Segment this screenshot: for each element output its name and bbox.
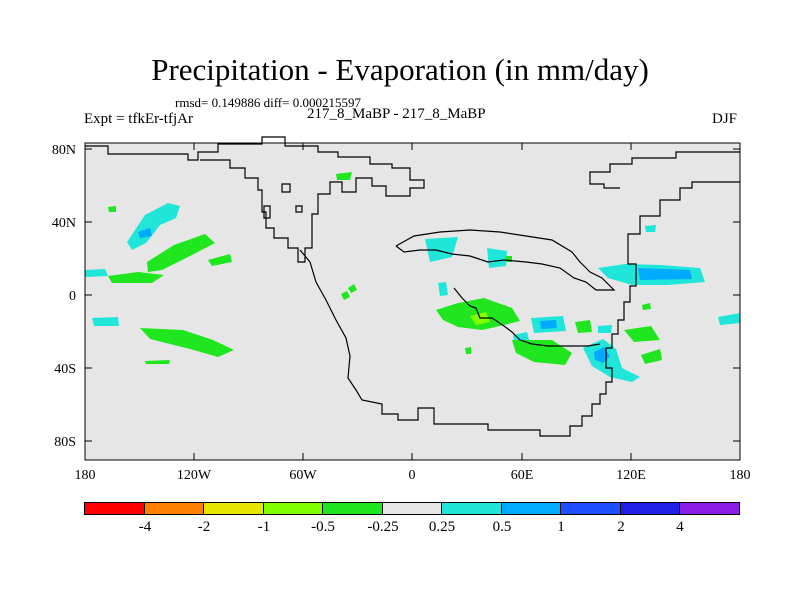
x-tick-label: 180 (75, 468, 96, 483)
y-tick-label: 40S (54, 362, 76, 377)
x-tick-label: 120E (616, 468, 646, 483)
coastline-northeast-shelf (589, 151, 740, 189)
colorbar-label: 0.25 (428, 519, 456, 535)
colorbar-label: -0.5 (311, 519, 335, 535)
contour-positive (540, 320, 557, 329)
contour-negative (465, 347, 471, 354)
contour-negative (641, 349, 662, 364)
colorbar-box (262, 502, 324, 515)
coastlines (85, 136, 740, 437)
contour-negative (108, 272, 164, 283)
coastline-island (295, 205, 303, 213)
contour-negative (624, 326, 660, 342)
coastline-interior-basin (395, 229, 616, 291)
contour-positive (645, 225, 656, 232)
contour-negative (140, 328, 234, 357)
colorbar-label: -4 (138, 519, 152, 535)
contour-positive (138, 228, 152, 238)
contour-negative (341, 291, 350, 300)
contour-positive (487, 248, 507, 268)
case-comparison-label: 217_8_MaBP - 217_8_MaBP (307, 106, 486, 122)
coastline-western-rim (299, 181, 740, 437)
contour-negative (108, 206, 116, 212)
colorbar-box (381, 502, 443, 515)
coastline-northern-continent (85, 136, 425, 263)
contour-negative (348, 284, 357, 293)
contour-positive (127, 203, 180, 250)
contour-positive (438, 282, 448, 296)
x-tick-label: 60W (289, 468, 317, 483)
x-tick-label: 60E (511, 468, 534, 483)
coastline-inlet (263, 205, 271, 219)
colorbar-box (500, 502, 562, 515)
y-tick-label: 40N (52, 216, 76, 231)
colorbar-box (203, 502, 264, 515)
contour-negative (336, 172, 352, 180)
contour-positive (718, 313, 740, 325)
contour-positive (638, 268, 692, 280)
x-tick-labels: 180 120W 60W 0 60E 120E 180 (75, 468, 751, 483)
colorbar-box (560, 502, 621, 515)
x-tick-label: 180 (730, 468, 751, 483)
x-tick-label: 0 (409, 468, 416, 483)
y-tick-label: 0 (69, 289, 76, 304)
y-axis (85, 148, 740, 442)
experiment-label: Expt = tfkEr-tfjAr (84, 111, 193, 127)
x-tick-label: 120W (177, 468, 212, 483)
colorbar-label: 0.5 (492, 519, 512, 535)
contour-negative (642, 303, 651, 310)
colorbar (84, 502, 741, 515)
contour-positive (425, 237, 458, 262)
y-tick-label: 80S (54, 435, 76, 450)
colorbar-label: -1 (257, 519, 271, 535)
contour-positive (92, 317, 119, 326)
colorbar-box (143, 502, 205, 515)
coastline-southern-margin (453, 287, 601, 347)
colorbar-box (84, 502, 145, 515)
y-tick-labels: 80N 40N 0 40S 80S (52, 143, 76, 450)
contour-negative (147, 234, 215, 272)
colorbar-box (322, 502, 383, 515)
stats-text: rmsd= 0.149886 diff= 0.000215597 (175, 95, 361, 110)
contour-positive (598, 325, 612, 333)
colorbar-box (679, 502, 741, 515)
colorbar-label: 2 (617, 519, 625, 535)
contour-negative (575, 320, 592, 333)
colorbar-label: 1 (557, 519, 565, 535)
season-label: DJF (712, 111, 738, 127)
colorbar-label: -0.25 (367, 519, 399, 535)
contour-positive (85, 269, 108, 277)
contour-negative (208, 254, 232, 266)
colorbar-box (441, 502, 502, 515)
colorbar-box (619, 502, 681, 515)
contour-positive (583, 339, 640, 382)
coastline-island (281, 183, 291, 193)
map-title: Precipitation - Evaporation (in mm/day) (151, 52, 649, 87)
colorbar-label: 4 (676, 519, 684, 535)
map-plot-area (85, 143, 740, 460)
contour-negative (145, 360, 170, 364)
y-tick-label: 80N (52, 143, 76, 158)
colorbar-label: -2 (197, 519, 211, 535)
